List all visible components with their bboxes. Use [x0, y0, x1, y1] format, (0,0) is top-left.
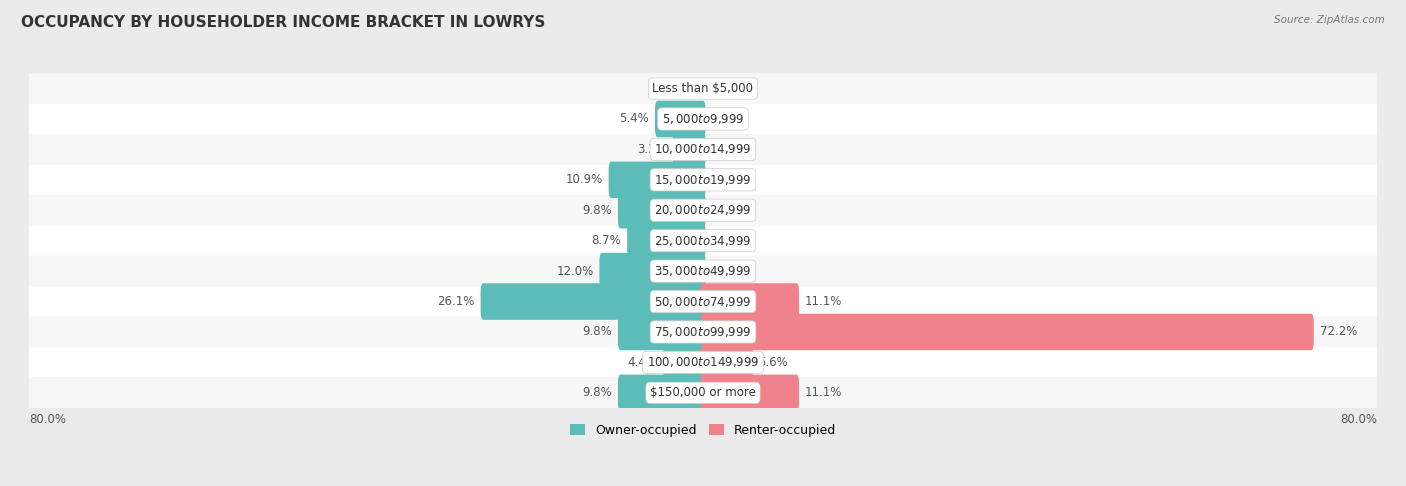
Text: 0.0%: 0.0% [711, 204, 741, 217]
FancyBboxPatch shape [30, 104, 1376, 134]
FancyBboxPatch shape [30, 73, 1376, 104]
FancyBboxPatch shape [655, 101, 706, 137]
FancyBboxPatch shape [609, 161, 706, 198]
Text: 5.4%: 5.4% [619, 112, 650, 125]
Text: 72.2%: 72.2% [1320, 326, 1357, 338]
Text: 3.3%: 3.3% [637, 143, 666, 156]
Legend: Owner-occupied, Renter-occupied: Owner-occupied, Renter-occupied [565, 419, 841, 442]
Text: 26.1%: 26.1% [437, 295, 475, 308]
FancyBboxPatch shape [599, 253, 706, 289]
Text: $5,000 to $9,999: $5,000 to $9,999 [662, 112, 744, 126]
Text: 0.0%: 0.0% [711, 82, 741, 95]
FancyBboxPatch shape [30, 286, 1376, 317]
Text: 5.6%: 5.6% [759, 356, 789, 369]
Text: 80.0%: 80.0% [1340, 413, 1376, 426]
Text: $50,000 to $74,999: $50,000 to $74,999 [654, 295, 752, 309]
Text: 12.0%: 12.0% [557, 264, 593, 278]
Text: $25,000 to $34,999: $25,000 to $34,999 [654, 234, 752, 248]
FancyBboxPatch shape [672, 131, 706, 168]
FancyBboxPatch shape [700, 313, 1313, 350]
Text: $75,000 to $99,999: $75,000 to $99,999 [654, 325, 752, 339]
Text: 0.0%: 0.0% [711, 143, 741, 156]
FancyBboxPatch shape [700, 283, 799, 320]
FancyBboxPatch shape [664, 344, 706, 381]
Text: $35,000 to $49,999: $35,000 to $49,999 [654, 264, 752, 278]
Text: Source: ZipAtlas.com: Source: ZipAtlas.com [1274, 15, 1385, 25]
Text: 4.4%: 4.4% [627, 356, 658, 369]
Text: $10,000 to $14,999: $10,000 to $14,999 [654, 142, 752, 156]
Text: 80.0%: 80.0% [30, 413, 66, 426]
Text: 0.0%: 0.0% [665, 82, 695, 95]
Text: 0.0%: 0.0% [711, 112, 741, 125]
FancyBboxPatch shape [700, 344, 752, 381]
FancyBboxPatch shape [617, 313, 706, 350]
FancyBboxPatch shape [30, 226, 1376, 256]
FancyBboxPatch shape [30, 347, 1376, 378]
FancyBboxPatch shape [627, 223, 706, 259]
FancyBboxPatch shape [30, 134, 1376, 165]
Text: 9.8%: 9.8% [582, 204, 612, 217]
Text: Less than $5,000: Less than $5,000 [652, 82, 754, 95]
Text: $100,000 to $149,999: $100,000 to $149,999 [647, 355, 759, 369]
FancyBboxPatch shape [617, 192, 706, 228]
FancyBboxPatch shape [481, 283, 706, 320]
Text: 10.9%: 10.9% [565, 174, 603, 186]
Text: 11.1%: 11.1% [804, 386, 842, 399]
Text: 0.0%: 0.0% [711, 174, 741, 186]
Text: $15,000 to $19,999: $15,000 to $19,999 [654, 173, 752, 187]
FancyBboxPatch shape [30, 195, 1376, 226]
Text: 8.7%: 8.7% [592, 234, 621, 247]
FancyBboxPatch shape [30, 165, 1376, 195]
Text: 11.1%: 11.1% [804, 295, 842, 308]
FancyBboxPatch shape [30, 256, 1376, 286]
FancyBboxPatch shape [700, 375, 799, 411]
FancyBboxPatch shape [30, 317, 1376, 347]
Text: 9.8%: 9.8% [582, 326, 612, 338]
Text: $20,000 to $24,999: $20,000 to $24,999 [654, 203, 752, 217]
FancyBboxPatch shape [30, 378, 1376, 408]
Text: OCCUPANCY BY HOUSEHOLDER INCOME BRACKET IN LOWRYS: OCCUPANCY BY HOUSEHOLDER INCOME BRACKET … [21, 15, 546, 30]
Text: 9.8%: 9.8% [582, 386, 612, 399]
Text: 0.0%: 0.0% [711, 264, 741, 278]
Text: $150,000 or more: $150,000 or more [650, 386, 756, 399]
FancyBboxPatch shape [617, 375, 706, 411]
Text: 0.0%: 0.0% [711, 234, 741, 247]
